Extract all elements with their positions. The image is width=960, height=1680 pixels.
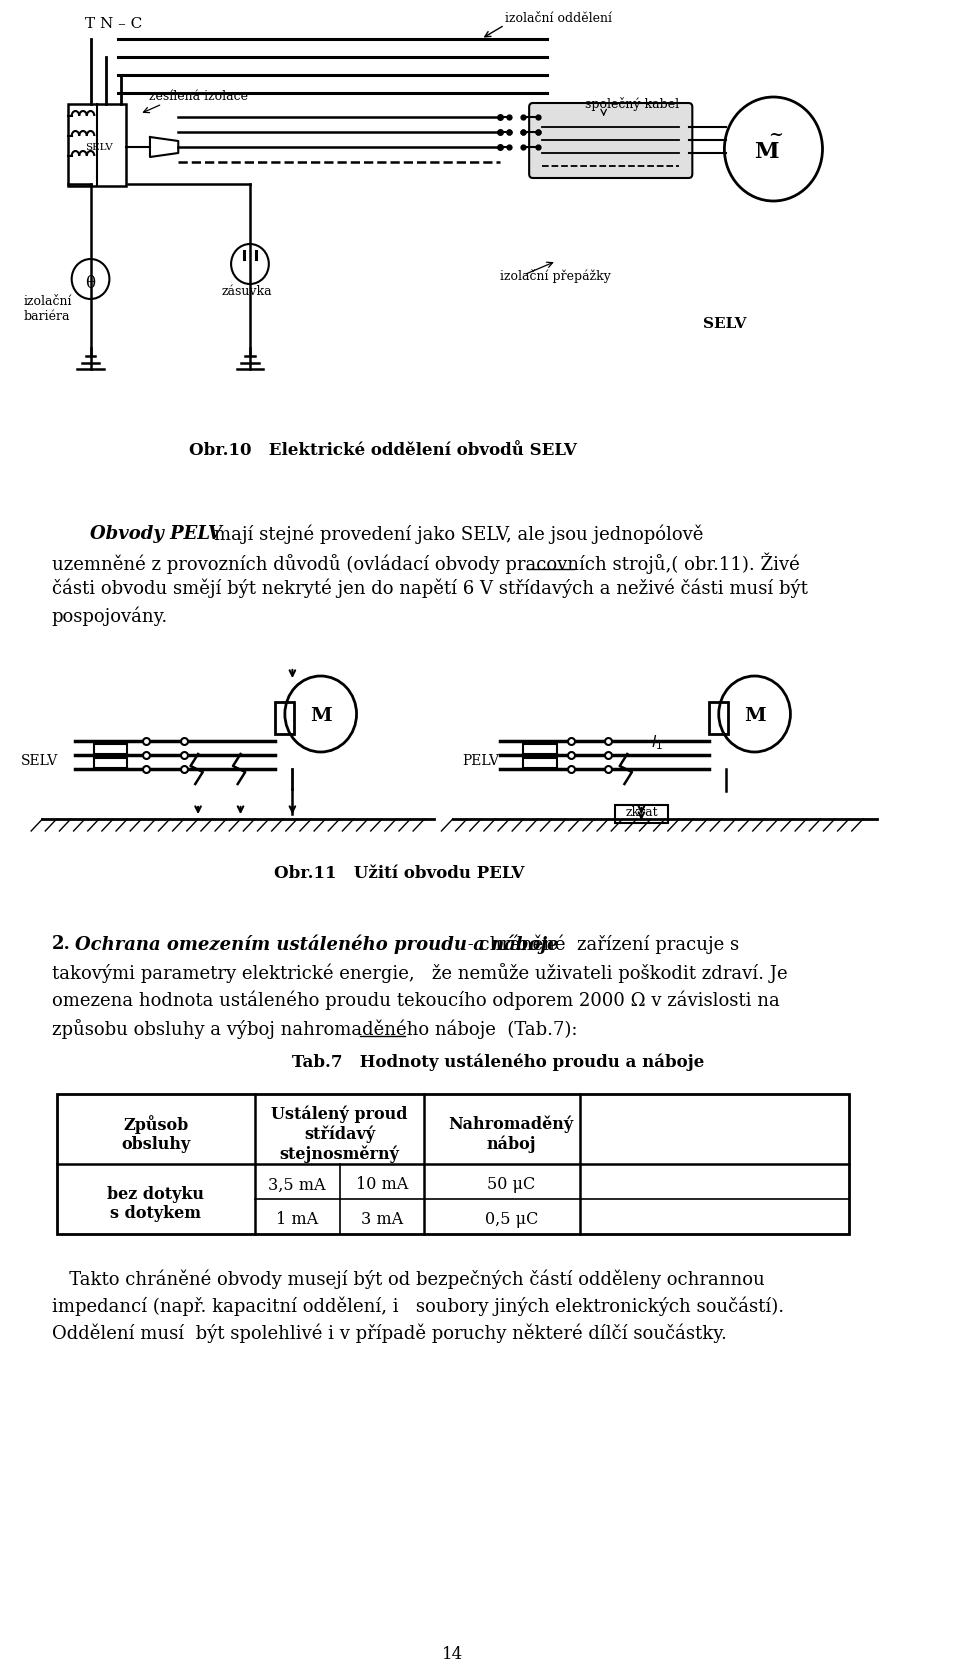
Text: - chráněné  zařízení pracuje s: - chráněné zařízení pracuje s xyxy=(462,934,739,954)
Text: způsobu obsluhy a výboj nahromaděného náboje  (Tab.7):: způsobu obsluhy a výboj nahromaděného ná… xyxy=(52,1018,577,1038)
Text: M: M xyxy=(310,707,331,724)
Text: společný kabel: společný kabel xyxy=(585,97,679,111)
Bar xyxy=(94,759,128,768)
FancyBboxPatch shape xyxy=(529,104,692,178)
Bar xyxy=(523,759,557,768)
Text: SELV: SELV xyxy=(85,143,113,151)
Text: bez dotyku
s dotykem: bez dotyku s dotykem xyxy=(108,1184,204,1221)
Text: takovými parametry elektrické energie,   že nemůže uživateli poškodit zdraví. Je: takovými parametry elektrické energie, ž… xyxy=(52,963,787,983)
Text: Ustálený proud
střídavý
stejnosměrný: Ustálený proud střídavý stejnosměrný xyxy=(272,1104,408,1163)
Text: $l_1$: $l_1$ xyxy=(651,732,662,751)
Text: zesílená izolace: zesílená izolace xyxy=(149,91,248,102)
Text: Nahromaděný
náboj: Nahromaděný náboj xyxy=(448,1114,574,1152)
Text: 50 μC: 50 μC xyxy=(487,1176,536,1193)
Text: Ochrana omezením ustáleného proudu a náboje: Ochrana omezením ustáleného proudu a náb… xyxy=(76,934,559,954)
Text: 0,5 μC: 0,5 μC xyxy=(485,1211,538,1228)
Text: omezena hodnota ustáleného proudu tekoucího odporem 2000 Ω v závislosti na: omezena hodnota ustáleného proudu tekouc… xyxy=(52,991,780,1010)
Text: θ: θ xyxy=(85,276,96,292)
Text: zkrat: zkrat xyxy=(625,805,658,818)
Text: uzemněné z provozních důvodů (ovládací obvody pracovních strojů,( obr.11). Živé: uzemněné z provozních důvodů (ovládací o… xyxy=(52,551,800,573)
Text: T N – C: T N – C xyxy=(84,17,142,30)
Text: Tab.7   Hodnoty ustáleného proudu a náboje: Tab.7 Hodnoty ustáleného proudu a náboje xyxy=(293,1053,705,1070)
Circle shape xyxy=(285,677,356,753)
Circle shape xyxy=(72,260,109,299)
Text: 3,5 mA: 3,5 mA xyxy=(269,1176,325,1193)
Circle shape xyxy=(719,677,790,753)
Text: Způsob
obsluhy: Způsob obsluhy xyxy=(121,1114,190,1152)
Circle shape xyxy=(725,97,823,202)
Text: ~: ~ xyxy=(768,126,782,144)
Bar xyxy=(68,104,127,186)
Text: izolační oddělení: izolační oddělení xyxy=(505,12,612,25)
Bar xyxy=(276,702,295,734)
Text: SELV: SELV xyxy=(703,318,746,331)
Text: zásuvka: zásuvka xyxy=(222,286,273,297)
Text: Takto chráněné obvody musejí být od bezpečných částí odděleny ochrannou: Takto chráněné obvody musejí být od bezp… xyxy=(52,1270,764,1289)
Text: 3 mA: 3 mA xyxy=(361,1211,403,1228)
Text: impedancí (např. kapacitní oddělení, i   soubory jiných elektronických součástí): impedancí (např. kapacitní oddělení, i s… xyxy=(52,1297,784,1315)
Text: SELV: SELV xyxy=(21,754,58,768)
Text: mají stejné provedení jako SELV, ale jsou jednopólově: mají stejné provedení jako SELV, ale jso… xyxy=(191,524,704,544)
Text: pospojovány.: pospojovány. xyxy=(52,605,168,625)
Text: 10 mA: 10 mA xyxy=(356,1176,408,1193)
Text: Obvody PELV: Obvody PELV xyxy=(89,524,222,543)
Text: PELV: PELV xyxy=(462,754,499,768)
Bar xyxy=(94,744,128,754)
Bar xyxy=(615,805,668,823)
Text: Obr.11   Užití obvodu PELV: Obr.11 Užití obvodu PELV xyxy=(274,865,524,882)
Text: 1 mA: 1 mA xyxy=(276,1211,318,1228)
Text: M: M xyxy=(754,141,779,163)
Text: 14: 14 xyxy=(443,1645,464,1663)
Text: M: M xyxy=(744,707,765,724)
Text: izolační
bariéra: izolační bariéra xyxy=(24,294,72,323)
Bar xyxy=(57,1094,849,1235)
Text: Oddělení musí  být spolehlivé i v případě poruchy některé dílčí součástky.: Oddělení musí být spolehlivé i v případě… xyxy=(52,1324,727,1342)
Circle shape xyxy=(231,245,269,286)
Text: 2.: 2. xyxy=(52,934,71,953)
Text: izolační přepážky: izolační přepážky xyxy=(500,269,611,282)
Bar xyxy=(523,744,557,754)
Bar xyxy=(709,702,729,734)
Text: Obr.10   Elektrické oddělení obvodů SELV: Obr.10 Elektrické oddělení obvodů SELV xyxy=(189,442,577,459)
Text: části obvodu smějí být nekryté jen do napětí 6 V střídavých a neživé části musí : části obvodu smějí být nekryté jen do na… xyxy=(52,578,807,598)
